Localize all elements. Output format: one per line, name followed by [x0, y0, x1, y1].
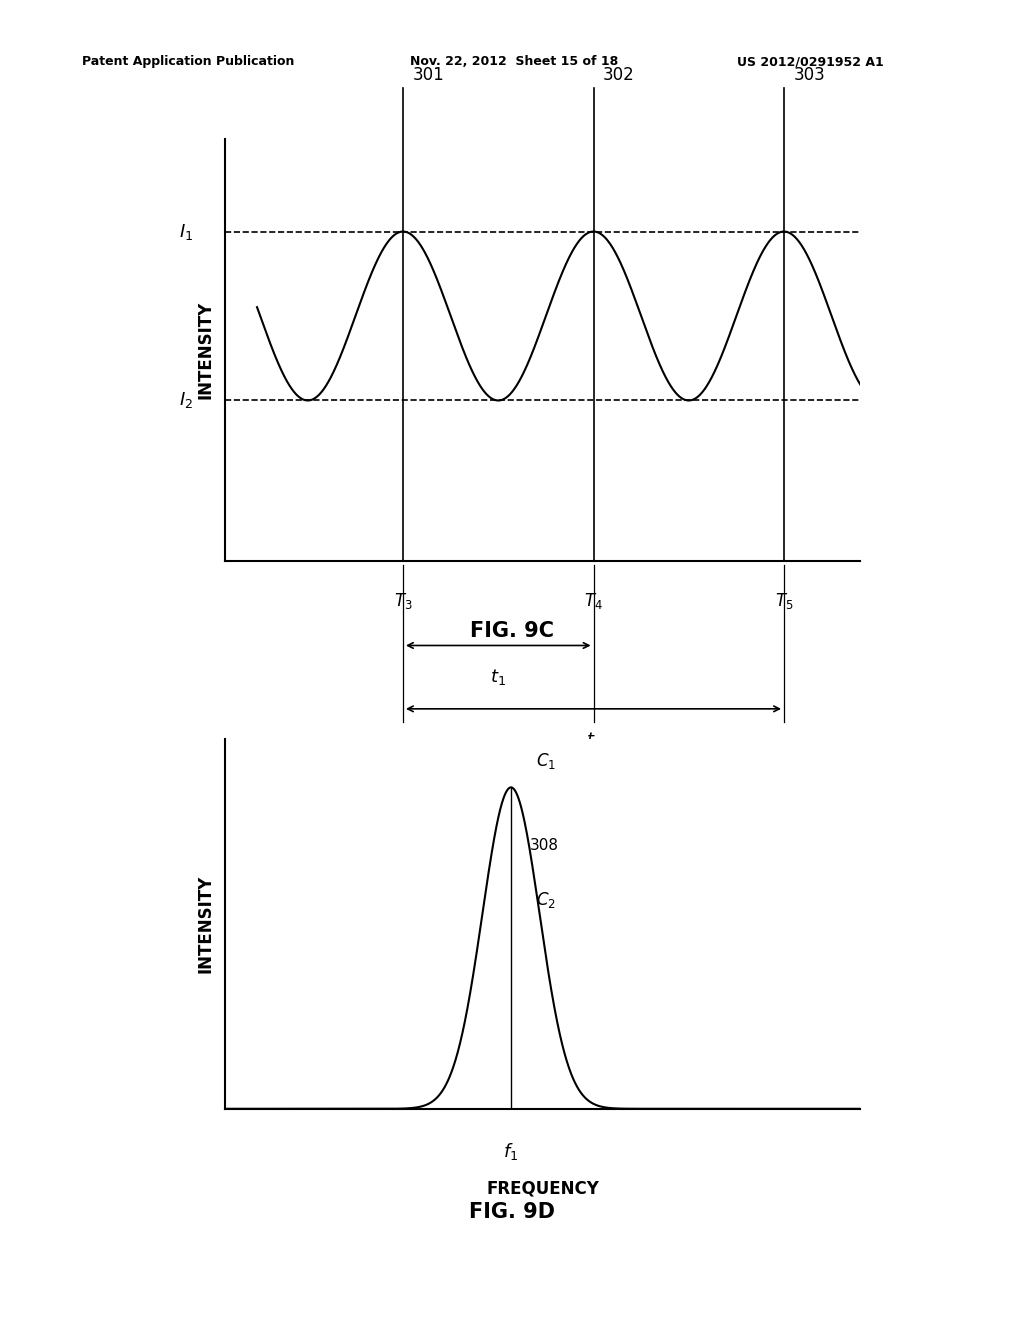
Text: 302: 302 — [603, 66, 635, 83]
Text: Nov. 22, 2012  Sheet 15 of 18: Nov. 22, 2012 Sheet 15 of 18 — [410, 55, 617, 69]
Text: $T_3$: $T_3$ — [393, 590, 413, 611]
Text: FIG. 9C: FIG. 9C — [470, 620, 554, 642]
Text: 303: 303 — [794, 66, 825, 83]
Text: $t_{2}$: $t_{2}$ — [586, 730, 601, 750]
Text: $C_2$: $C_2$ — [537, 890, 556, 909]
Text: $T_5$: $T_5$ — [775, 590, 794, 611]
Text: $t_{1}$: $t_{1}$ — [490, 667, 506, 686]
Text: $I_1$: $I_1$ — [179, 222, 194, 242]
Text: US 2012/0291952 A1: US 2012/0291952 A1 — [737, 55, 884, 69]
Text: 301: 301 — [413, 66, 444, 83]
Text: $I_2$: $I_2$ — [179, 391, 194, 411]
Text: $C_1$: $C_1$ — [537, 751, 556, 771]
Text: $T_4$: $T_4$ — [584, 590, 603, 611]
Text: FIG. 9D: FIG. 9D — [469, 1201, 555, 1222]
Text: TIME: TIME — [520, 780, 565, 799]
Text: 308: 308 — [530, 838, 559, 853]
Y-axis label: INTENSITY: INTENSITY — [197, 301, 214, 399]
Text: Patent Application Publication: Patent Application Publication — [82, 55, 294, 69]
Text: $f_{1}$: $f_{1}$ — [504, 1140, 518, 1162]
Text: FREQUENCY: FREQUENCY — [486, 1180, 599, 1197]
Y-axis label: INTENSITY: INTENSITY — [197, 875, 214, 973]
